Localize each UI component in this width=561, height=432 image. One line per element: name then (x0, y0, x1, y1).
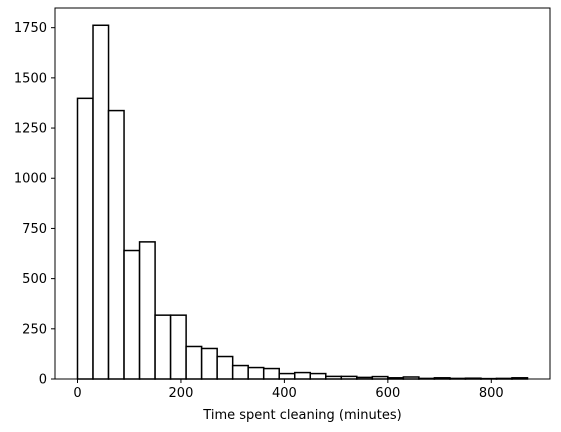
y-tick-label: 500 (22, 272, 47, 287)
histogram-bar (200, 347, 218, 380)
x-tick-label: 600 (375, 386, 400, 401)
histogram-bar (216, 355, 234, 380)
y-tick-label: 1500 (14, 71, 47, 86)
histogram-bar (231, 364, 249, 380)
x-tick-label: 0 (73, 386, 81, 401)
x-tick-label: 400 (272, 386, 297, 401)
x-tick-label: 200 (169, 386, 194, 401)
y-tick-label: 1000 (14, 172, 47, 187)
x-tick-label: 800 (479, 386, 504, 401)
histogram-bar (185, 345, 203, 380)
x-axis-label: Time spent cleaning (minutes) (202, 408, 401, 423)
histogram-bar (247, 366, 265, 380)
x-axis: 0 200 400 600 800 (73, 379, 504, 401)
y-tick-label: 1750 (14, 21, 47, 36)
y-tick-label: 1250 (14, 122, 47, 137)
y-tick-label: 750 (22, 222, 47, 237)
histogram-bar (123, 249, 141, 380)
y-axis: 0 250 500 750 1000 1250 1500 1750 (14, 21, 55, 388)
histogram-bar (107, 109, 125, 380)
histogram-bar (309, 372, 327, 380)
histogram-bar (293, 371, 312, 380)
histogram-bar (278, 372, 296, 380)
histogram-bar (262, 367, 280, 380)
histogram-bar (169, 314, 187, 380)
histogram-bar (138, 241, 156, 380)
histogram-bar (154, 314, 172, 380)
y-tick-label: 0 (39, 373, 47, 388)
histogram-bar (92, 24, 110, 380)
histogram-bars (76, 24, 529, 380)
plot-frame (54, 7, 551, 380)
histogram-bar (76, 97, 94, 380)
y-tick-label: 250 (22, 322, 47, 337)
